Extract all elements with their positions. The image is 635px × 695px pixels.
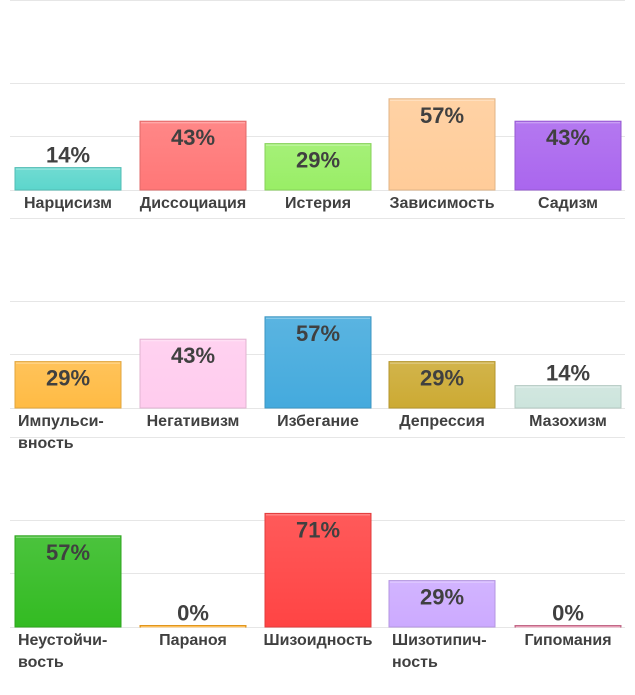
bar-chart-2: 29% Импульси-вность 43% Негативизм 57% Избега… xyxy=(10,218,625,452)
bar xyxy=(388,361,496,409)
value-label: 29% xyxy=(420,366,464,391)
value-label: 0% xyxy=(177,601,209,626)
category-label: Импульси-вность xyxy=(18,413,104,452)
category-label: Депрессия xyxy=(399,413,485,430)
bar xyxy=(14,167,122,191)
bar xyxy=(388,580,496,628)
value-label: 71% xyxy=(296,517,340,542)
value-label: 29% xyxy=(296,148,340,173)
value-label: 14% xyxy=(46,143,90,168)
value-label: 43% xyxy=(546,125,590,150)
bar xyxy=(264,512,372,628)
value-label: 29% xyxy=(420,585,464,610)
category-label: Неустойчи-вость xyxy=(18,632,107,671)
bar xyxy=(139,120,247,191)
bar xyxy=(264,316,372,409)
category-label: Избегание xyxy=(277,413,359,430)
category-label: Мазохизм xyxy=(529,413,607,430)
category-label: Гипомания xyxy=(524,632,611,649)
bar xyxy=(514,385,622,409)
bar-chart-3: 57% Неустойчи-вость 0% Параноя 71% Шизоидност… xyxy=(10,437,625,671)
category-label: Истерия xyxy=(285,195,351,212)
bar xyxy=(14,361,122,409)
value-label: 0% xyxy=(552,601,584,626)
value-label: 43% xyxy=(171,125,215,150)
bar xyxy=(514,120,622,191)
bar xyxy=(139,338,247,409)
category-label: Параноя xyxy=(159,632,227,649)
value-label: 57% xyxy=(296,321,340,346)
value-label: 14% xyxy=(546,361,590,386)
category-label: Зависимость xyxy=(389,195,494,212)
bar xyxy=(14,535,122,628)
category-label: Шизоидность xyxy=(263,632,372,649)
category-label: Негативизм xyxy=(147,413,240,430)
bar-chart-1: 14% Нарцисизм 43% Диссоциация 29% Истерия 57% З… xyxy=(10,0,625,212)
bar xyxy=(264,143,372,191)
category-label: Шизотипич-ность xyxy=(392,632,487,671)
category-label: Садизм xyxy=(538,195,598,212)
value-label: 43% xyxy=(171,343,215,368)
category-label: Диссоциация xyxy=(140,195,246,212)
value-label: 57% xyxy=(420,103,464,128)
category-label: Нарцисизм xyxy=(24,195,112,212)
value-label: 29% xyxy=(46,366,90,391)
value-label: 57% xyxy=(46,540,90,565)
bar xyxy=(388,98,496,191)
